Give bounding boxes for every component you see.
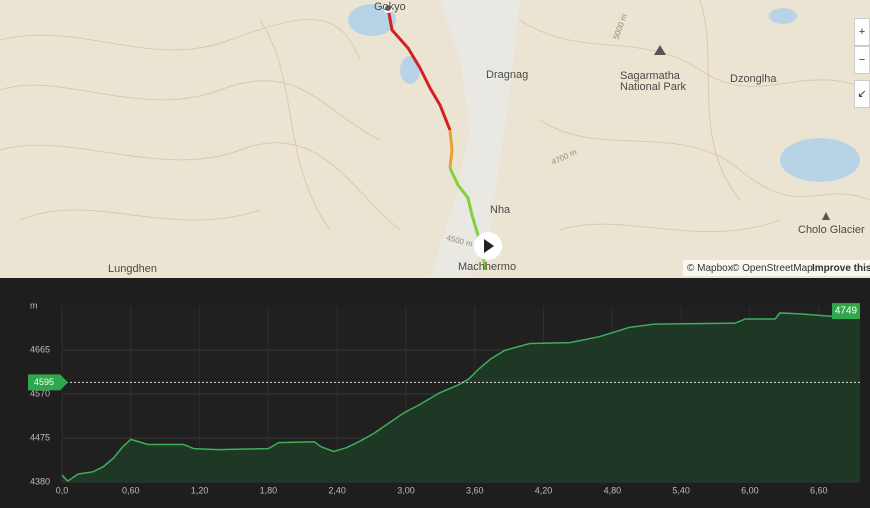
y-tick-label: 4570 — [30, 388, 50, 398]
lake — [400, 56, 420, 84]
map[interactable]: Gokyo Dragnag Sagarmatha National Park D… — [0, 0, 870, 278]
place-label: Gokyo — [374, 1, 406, 13]
place-label: Machhermo — [458, 261, 516, 273]
reference-label: 4595 — [34, 377, 54, 387]
place-label: Dragnag — [486, 69, 528, 81]
place-label: Nha — [490, 204, 511, 216]
lake — [780, 138, 860, 182]
x-tick-label: 6,00 — [741, 485, 759, 495]
x-tick-label: 3,60 — [466, 485, 484, 495]
x-tick-label: 1,20 — [191, 485, 209, 495]
park-icon — [654, 45, 666, 55]
reset-bearing[interactable]: ↙ — [854, 80, 870, 108]
x-tick-label: 3,00 — [397, 485, 415, 495]
elevation-area — [62, 312, 860, 482]
valley — [430, 0, 520, 278]
place-label: Sagarmatha — [620, 70, 681, 82]
zoom-in[interactable]: + — [854, 18, 870, 46]
place-label: Dzonglha — [730, 73, 777, 85]
x-tick-label: 1,80 — [260, 485, 278, 495]
x-tick-label: 4,80 — [604, 485, 622, 495]
terrain — [0, 0, 870, 233]
x-tick-label: 0,0 — [56, 485, 69, 495]
attribution[interactable]: © Mapbox — [687, 263, 733, 274]
x-tick-label: 6,60 — [810, 485, 828, 495]
place-label: Lungdhen — [108, 263, 157, 275]
x-tick-label: 0,60 — [122, 485, 140, 495]
lake — [348, 4, 396, 36]
y-tick-label: 4380 — [30, 476, 50, 486]
max-tag — [832, 303, 860, 320]
zoom-out[interactable]: − — [854, 46, 870, 74]
route-segment — [448, 129, 454, 169]
elevation-chart: m 4380 4475 4570 4665 0,0 0,60 1,20 1,80 2,40 3,0… — [28, 300, 860, 495]
y-tick-label: 4665 — [30, 344, 50, 354]
elevation-line — [61, 312, 860, 483]
play-icon — [484, 239, 494, 253]
start-marker — [383, 3, 393, 13]
place-label: National Park — [620, 81, 687, 93]
map-background — [0, 0, 870, 278]
max-label: 4749 — [835, 306, 858, 317]
x-tick-label: 4,20 — [535, 485, 553, 495]
attribution[interactable]: Improve this — [812, 263, 870, 274]
attribution[interactable]: © OpenStreetMap — [732, 263, 813, 274]
y-tick-label: 4475 — [30, 432, 50, 442]
reference-tag — [28, 374, 68, 391]
place-label: Cholo Glacier — [798, 224, 865, 236]
glacier-icon — [822, 212, 830, 220]
lake — [769, 8, 797, 24]
attribution-bg — [683, 260, 870, 276]
y-unit: m — [30, 300, 38, 310]
x-tick-label: 5,40 — [672, 485, 690, 495]
x-tick-label: 2,40 — [328, 485, 346, 495]
route-segment — [386, 7, 452, 131]
